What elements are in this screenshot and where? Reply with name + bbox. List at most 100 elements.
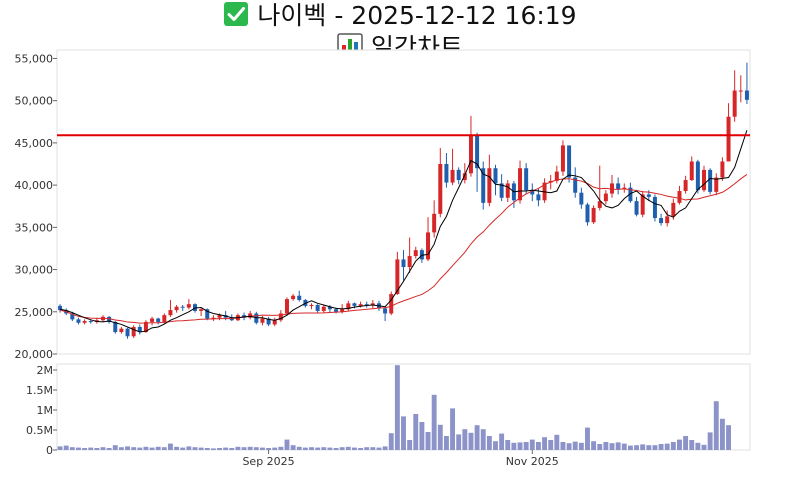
candle — [444, 153, 449, 188]
candle — [346, 300, 351, 311]
volume-bar — [407, 440, 413, 450]
candle — [432, 200, 437, 238]
volume-bar — [309, 447, 314, 450]
candle-body — [364, 304, 369, 306]
candle-body — [358, 304, 363, 306]
candle-body — [426, 232, 431, 260]
volume-y-tick-label: 2M — [37, 364, 54, 377]
volume-bar — [597, 444, 603, 450]
candle — [137, 324, 142, 335]
candle-body — [199, 309, 204, 311]
candle-body — [530, 190, 535, 195]
candle — [628, 182, 633, 203]
volume-bar — [719, 418, 725, 450]
volume-bar — [707, 432, 713, 450]
candle-body — [143, 321, 148, 333]
candle-body — [278, 313, 283, 321]
candle — [634, 196, 639, 217]
candle — [524, 163, 529, 194]
candle-body — [334, 309, 339, 312]
candle — [683, 175, 688, 194]
candle-body — [407, 256, 412, 268]
candle-body — [432, 213, 437, 233]
candle-body — [107, 316, 112, 322]
candle — [493, 164, 498, 196]
volume-bar — [217, 448, 222, 450]
candle-body — [346, 303, 351, 310]
candle — [383, 306, 388, 322]
candle — [738, 75, 743, 103]
volume-bar — [125, 446, 130, 450]
volume-bar — [364, 447, 370, 450]
candle-body — [475, 135, 480, 169]
candle-body — [395, 259, 400, 295]
candle — [284, 297, 289, 316]
candle-body — [738, 90, 743, 92]
ma5-line — [59, 130, 748, 333]
candle-body — [518, 168, 523, 201]
candle-body — [260, 318, 265, 323]
candle-body — [579, 192, 584, 205]
volume-bar — [480, 429, 486, 450]
candle-body — [524, 168, 529, 191]
volume-y-tick-label: 0.5M — [26, 424, 53, 437]
candle-body — [468, 135, 473, 174]
candle-body — [634, 201, 639, 215]
candle-body — [444, 164, 449, 183]
candle — [125, 327, 130, 339]
candle-body — [217, 315, 222, 318]
candle — [652, 194, 657, 222]
volume-bar — [186, 446, 192, 450]
volume-bar — [278, 446, 284, 450]
volume-bar — [499, 433, 505, 450]
volume-bar — [572, 441, 578, 450]
candle — [554, 165, 559, 184]
candle-body — [683, 180, 688, 192]
volume-bar — [578, 442, 584, 450]
candle — [505, 180, 510, 202]
candle-body — [560, 145, 565, 172]
volume-bar — [609, 443, 615, 450]
candle — [315, 304, 320, 313]
candle — [205, 308, 210, 321]
price-y-tick-label: 20,000 — [15, 348, 54, 361]
volume-bar — [149, 447, 155, 450]
candle — [321, 305, 326, 313]
volume-bar — [112, 445, 118, 450]
candle-body — [168, 310, 173, 316]
candlesticks — [58, 62, 749, 339]
volume-bar — [401, 416, 406, 450]
candle — [180, 305, 185, 311]
volume-bar — [431, 394, 437, 450]
volume-bar — [443, 436, 449, 450]
candle-body — [315, 305, 320, 311]
candle-body — [695, 161, 700, 191]
candle — [82, 319, 87, 325]
candle-body — [211, 317, 216, 319]
candle — [76, 317, 81, 325]
candle-body — [383, 308, 388, 314]
volume-bar — [388, 433, 394, 450]
candle-body — [162, 315, 167, 322]
candle-body — [720, 161, 725, 178]
volume-bar — [370, 447, 376, 450]
ma20-line — [59, 174, 748, 324]
volume-bar — [333, 448, 339, 450]
candle — [579, 187, 584, 209]
price-y-tick-label: 50,000 — [15, 95, 54, 108]
candle-body — [352, 303, 357, 306]
price-y-tick-label: 45,000 — [15, 137, 54, 150]
candle-body — [309, 305, 314, 307]
volume-bar — [161, 447, 167, 450]
volume-bar — [713, 401, 719, 450]
candle-body — [597, 201, 602, 208]
volume-bar — [413, 414, 419, 450]
volume-bar — [229, 448, 235, 450]
candle-body — [70, 313, 75, 320]
candle-body — [652, 196, 657, 219]
candle — [119, 326, 124, 334]
candle-body — [659, 218, 664, 224]
candle-body — [205, 309, 210, 319]
volume-bar — [266, 448, 272, 450]
